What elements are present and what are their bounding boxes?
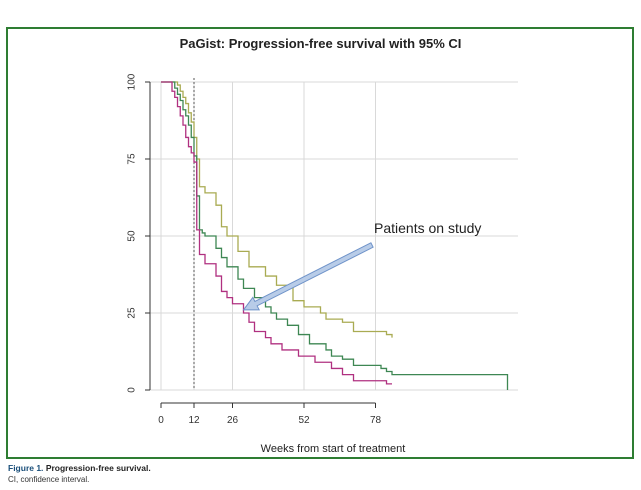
annotation-label: Patients on study bbox=[374, 220, 481, 236]
x-tick-label: 52 bbox=[298, 415, 310, 426]
x-tick-label: 12 bbox=[188, 415, 200, 426]
chart-title: PaGist: Progression-free survival with 9… bbox=[179, 36, 462, 51]
figure-caption: Figure 1. Progression-free survival. bbox=[8, 463, 151, 473]
figure-note: CI, confidence interval. bbox=[8, 475, 90, 484]
annotation-group: Patients on study bbox=[242, 220, 481, 311]
y-tick-label: 25 bbox=[127, 307, 138, 319]
x-tick-label: 78 bbox=[370, 415, 382, 426]
annotation-arrow bbox=[242, 242, 374, 311]
series-line-upper-95-ci bbox=[161, 81, 393, 338]
y-tick-label: 100 bbox=[127, 73, 138, 90]
x-axis-label: Weeks from start of treatment bbox=[261, 443, 406, 455]
y-tick-label: 0 bbox=[127, 387, 138, 393]
x-tick-label: 26 bbox=[227, 415, 239, 426]
y-tick-label: 50 bbox=[127, 230, 138, 242]
series-lines bbox=[161, 81, 509, 390]
x-tick-label: 0 bbox=[158, 415, 164, 426]
axes: 0 25 50 75 100 0 12 26 52 78 bbox=[127, 73, 382, 426]
y-tick-label: 75 bbox=[127, 153, 138, 165]
figure-label: Figure 1. bbox=[8, 463, 44, 473]
series-line-estimate bbox=[161, 81, 509, 390]
series-line-lower-95-ci bbox=[161, 81, 392, 385]
figure-frame bbox=[6, 27, 634, 459]
figure-title: Progression-free survival. bbox=[45, 463, 151, 473]
